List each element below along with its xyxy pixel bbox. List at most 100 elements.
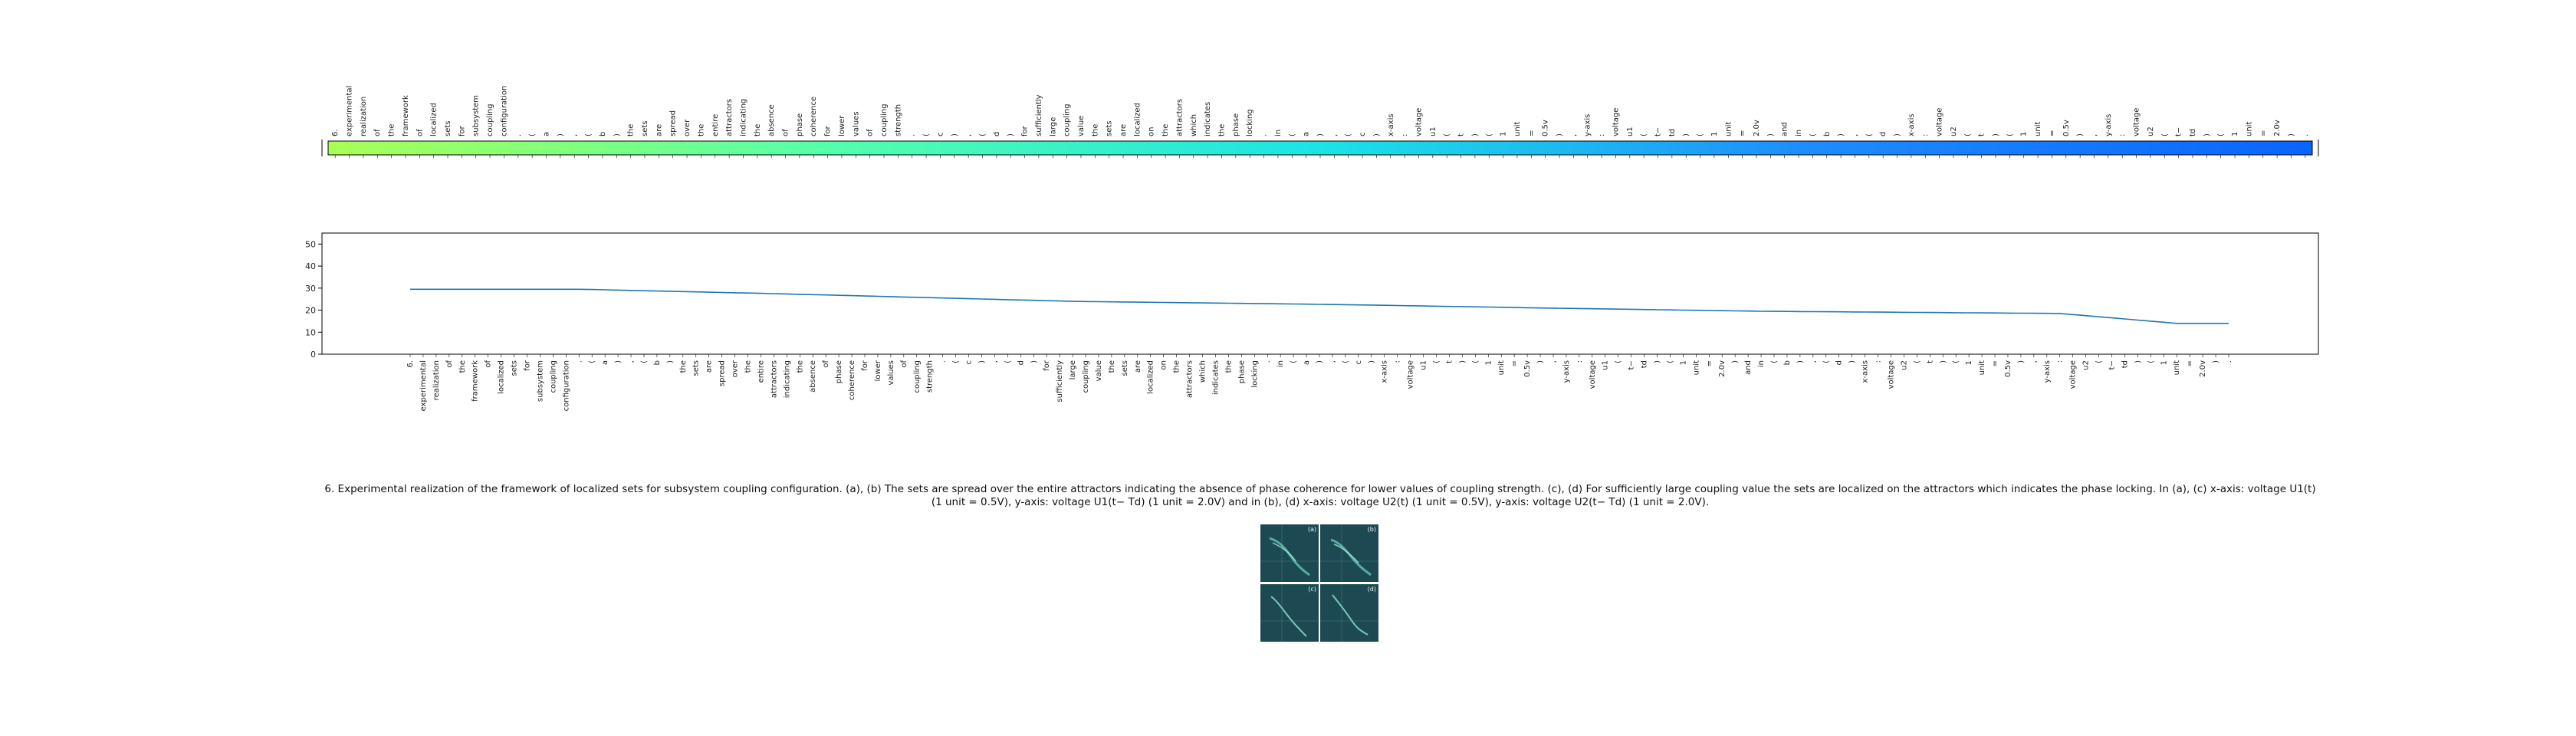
x-tick-label: ) — [1731, 360, 1740, 363]
heatmap-token-label: = — [1527, 130, 1536, 136]
heatmap-token-label: ) — [1992, 133, 2000, 136]
series-line — [410, 288, 2229, 324]
x-tick-label: ( — [588, 360, 596, 363]
panel-label: (b) — [1367, 526, 1376, 533]
heatmap-token-label: td — [1668, 129, 1677, 136]
x-tick-label: voltage — [2069, 360, 2078, 389]
x-tick-label: ( — [1004, 360, 1012, 363]
x-tick-label: = — [1991, 360, 1999, 366]
heatmap-token-label: t — [1457, 133, 1466, 136]
heatmap-token-label: are — [655, 124, 663, 136]
x-tick-label: t− — [1628, 360, 1636, 370]
x-tick-label: ( — [2147, 360, 2155, 363]
heatmap-token-label: ( — [1640, 133, 1648, 136]
heatmap-token-label: indicating — [739, 99, 748, 136]
heatmap-token-label: u1 — [1429, 127, 1438, 136]
heatmap-token-label: unit — [2245, 122, 2253, 136]
heatmap-token-label: coupling — [880, 104, 889, 136]
heatmap-token-label: ) — [613, 133, 621, 136]
x-tick-label: ) — [2212, 360, 2220, 363]
x-tick-label: , — [1549, 360, 1558, 363]
heatmap-token-label: phase — [796, 113, 804, 136]
heatmap-token-label: c — [936, 133, 945, 137]
heatmap-token-label: indicates — [1204, 102, 1212, 136]
heatmap-token-label: 6. — [331, 129, 340, 136]
heatmap-token-label: voltage — [2133, 108, 2141, 136]
heatmap-token-label: voltage — [1414, 108, 1423, 136]
x-tick-label: for — [523, 360, 531, 371]
heatmap-token-label: : — [1598, 134, 1606, 136]
x-tick-label: : — [1394, 360, 1402, 363]
x-tick-label: indicates — [1211, 360, 1220, 395]
heatmap-token-label: ) — [2287, 133, 2295, 136]
heatmap-token-label: ( — [2160, 133, 2169, 136]
heatmap-token-label: = — [1739, 130, 1747, 136]
heatmap-token-label: u1 — [1626, 127, 1635, 136]
heatmap-token-label: = — [2259, 130, 2268, 136]
heatmap-token-label: the — [754, 124, 762, 136]
x-tick-label: 0.5v — [1523, 360, 1532, 377]
heatmap-token-label: the — [388, 124, 396, 136]
heatmap-token-label: on — [1148, 127, 1156, 136]
x-tick-label: the — [744, 360, 753, 373]
heatmap-token-label: u2 — [1950, 127, 1958, 136]
x-tick-label: t — [1445, 360, 1454, 363]
heatmap-token-label: absence — [767, 104, 776, 136]
heatmap-token-label: ( — [1288, 133, 1296, 136]
x-tick-label: for — [1043, 360, 1051, 371]
x-tick-label: coherence — [848, 360, 856, 400]
heatmap-token-label: attractors — [1175, 99, 1184, 136]
x-tick-label: ( — [1342, 360, 1350, 363]
x-tick-label: . — [2225, 360, 2233, 363]
heatmap-token-label: ) — [1837, 133, 1845, 136]
x-tick-label: voltage — [1887, 360, 1895, 389]
x-tick-label: coupling — [1082, 360, 1090, 393]
x-tick-label: ) — [614, 360, 623, 363]
heatmap-token-label: of — [416, 129, 424, 136]
panel-label: (a) — [1307, 526, 1316, 533]
heatmap-token-label: sets — [444, 121, 452, 137]
heatmap-token-label: phase — [1232, 113, 1240, 136]
heatmap-token-label: localized — [1133, 103, 1142, 136]
x-tick-label: ) — [2134, 360, 2142, 363]
x-tick-label: . — [1263, 360, 1272, 363]
heatmap-token-label: experimental — [346, 86, 354, 136]
x-tick-label: u2 — [2082, 360, 2091, 370]
heatmap-token-label: strength — [894, 104, 902, 136]
x-tick-label: experimental — [419, 360, 428, 411]
heatmap-token-label: : — [1401, 134, 1409, 136]
heatmap-token-label: x-axis — [1387, 113, 1395, 136]
plot-frame — [321, 232, 2319, 355]
heatmap-token-label: ) — [1471, 133, 1480, 136]
x-tick-label: ( — [1666, 360, 1674, 363]
heatmap-token-label: 2.0v — [2273, 120, 2282, 136]
x-tick-label: ) — [1536, 360, 1545, 363]
heatmap-token-label: ) — [1556, 133, 1564, 136]
x-tick-label: ) — [1368, 360, 1376, 363]
heatmap-token-label: large — [1049, 117, 1057, 136]
heatmap-token-label: coherence — [810, 97, 818, 136]
x-tick-label: which — [1199, 360, 1208, 383]
heatmap-token-label: locking — [1246, 109, 1254, 136]
panel-label: (d) — [1367, 586, 1376, 593]
heatmap-token-label: lower — [838, 115, 846, 136]
x-tick-label: sufficiently — [1056, 360, 1064, 402]
x-tick-label: ) — [666, 360, 675, 363]
heatmap-token-label: 1 — [1710, 132, 1719, 136]
attractor-plot-b — [1320, 524, 1378, 582]
heatmap-token-label: , — [1569, 134, 1578, 136]
x-tick-label: voltage — [1407, 360, 1415, 389]
heatmap-token-label: , — [2091, 134, 2099, 136]
heatmap-token-label: d — [1879, 132, 1888, 136]
x-tick-label: , — [2030, 360, 2039, 363]
x-tick-label: = — [1510, 360, 1519, 366]
heatmap-token-label: x-axis — [1907, 113, 1916, 136]
heatmap-token-label: . — [2302, 134, 2310, 136]
x-tick-label: y-axis — [2043, 360, 2052, 383]
heatmap-token-label: a — [542, 132, 550, 136]
x-tick-label: coupling — [913, 360, 922, 393]
x-tick-label: of — [822, 360, 830, 368]
heatmap-token-label: ( — [922, 133, 931, 136]
x-tick-label: localized — [1147, 360, 1155, 394]
x-tick-label: realization — [432, 360, 441, 400]
